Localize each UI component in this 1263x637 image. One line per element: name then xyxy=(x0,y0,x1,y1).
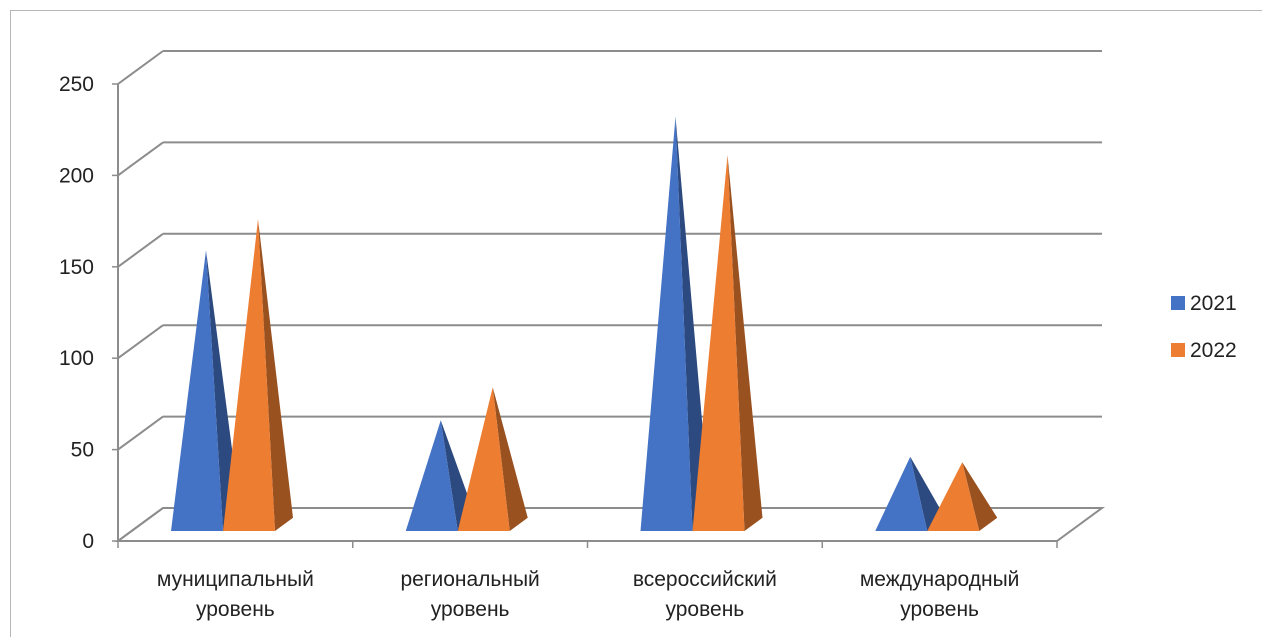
chart-bars xyxy=(171,117,997,531)
bar-2022-2 xyxy=(458,387,528,531)
y-tick-labels: 0 50 100 150 200 250 xyxy=(59,73,94,553)
gridline-side xyxy=(118,234,163,267)
bar-2022-4 xyxy=(927,462,997,531)
x-tick-labels: муниципальный уровень региональный уровень в… xyxy=(157,568,1019,621)
y-tick-label: 250 xyxy=(59,73,94,96)
y-tick-label: 50 xyxy=(71,439,94,462)
gridline-side xyxy=(118,142,163,175)
gridline-side xyxy=(118,417,163,450)
x-tick-label: уровень xyxy=(431,598,510,621)
y-tick-label: 150 xyxy=(59,256,94,279)
gridline-side xyxy=(118,325,163,358)
legend-label-2022: 2022 xyxy=(1190,339,1237,362)
legend-label-2021: 2021 xyxy=(1190,292,1237,315)
legend: 2021 2022 xyxy=(1171,292,1237,362)
y-tick-label: 100 xyxy=(59,347,94,370)
bar-2022-3 xyxy=(693,155,763,531)
x-tick-label: уровень xyxy=(665,598,744,621)
x-tick-label: уровень xyxy=(196,598,275,621)
legend-swatch-2022 xyxy=(1171,343,1185,357)
legend-swatch-2021 xyxy=(1171,296,1185,310)
x-tick-label: международный xyxy=(860,568,1020,591)
y-tick-label: 0 xyxy=(82,530,94,553)
bar-2022-1 xyxy=(223,219,293,531)
gridline-side xyxy=(118,508,163,541)
x-tick-label: муниципальный xyxy=(157,568,314,591)
x-tick-label: уровень xyxy=(900,598,979,621)
x-tick-label: региональный xyxy=(400,568,539,591)
gridline-side xyxy=(118,51,163,84)
x-tick-label: всероссийский xyxy=(633,568,777,591)
y-tick-label: 200 xyxy=(59,164,94,187)
